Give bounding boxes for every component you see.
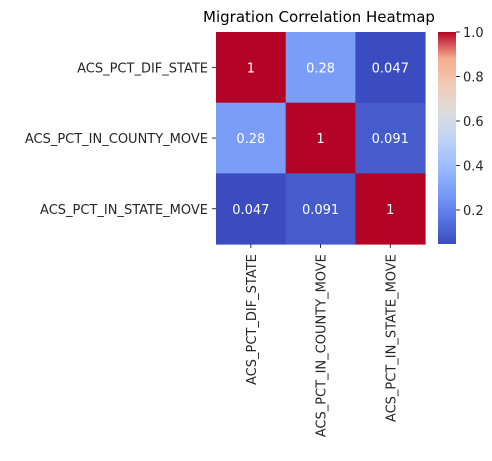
heatmap-cell-label-r1-c0: 0.28: [236, 132, 265, 147]
heatmap-cell-r2-c0: [216, 173, 287, 245]
heatmap-cell-labels: 1 0.28 0.047 0.28 1 0.091 0.047 0.091 1: [232, 61, 409, 217]
heatmap-cell-label-r0-c1: 0.28: [306, 61, 335, 76]
y-tick-label-0: ACS_PCT_DIF_STATE: [77, 61, 208, 76]
heatmap-cell-r0-c0: [216, 32, 287, 104]
heatmap-cells: [216, 32, 426, 245]
colorbar-tick-label-2: 0.6: [463, 115, 484, 130]
heatmap-cell-label-r1-c1: 1: [316, 132, 324, 147]
y-tick-label-1: ACS_PCT_IN_COUNTY_MOVE: [25, 132, 208, 147]
y-tick-label-2: ACS_PCT_IN_STATE_MOVE: [40, 203, 208, 218]
heatmap-cell-label-r0-c0: 1: [247, 61, 255, 76]
colorbar: [438, 32, 456, 244]
heatmap-cell-label-r2-c0: 0.047: [232, 203, 269, 218]
heatmap-cell-r1-c0: [216, 102, 287, 174]
heatmap-cell-r2-c1: [285, 173, 356, 245]
colorbar-tick-label-1: 0.4: [463, 159, 484, 174]
colorbar-tick-label-4: 1.0: [463, 26, 484, 41]
heatmap-cell-label-r2-c2: 1: [386, 203, 394, 218]
heatmap-cell-r0-c2: [355, 32, 426, 104]
x-tick-label-2: ACS_PCT_IN_STATE_MOVE: [384, 254, 399, 422]
heatmap-cell-r2-c2: [355, 173, 426, 245]
chart-title: Migration Correlation Heatmap: [203, 8, 435, 26]
x-tick-label-0: ACS_PCT_DIF_STATE: [245, 254, 260, 385]
heatmap-cell-label-r0-c2: 0.047: [372, 61, 409, 76]
y-tick-labels: ACS_PCT_DIF_STATE ACS_PCT_IN_COUNTY_MOVE A…: [25, 61, 216, 218]
x-tick-label-1: ACS_PCT_IN_COUNTY_MOVE: [315, 254, 330, 437]
colorbar-tick-label-3: 0.8: [463, 70, 484, 85]
heatmap-cell-r1-c1: [285, 102, 356, 174]
heatmap-cell-r1-c2: [355, 102, 426, 174]
heatmap-cell-label-r1-c2: 0.091: [372, 132, 409, 147]
colorbar-tick-label-0: 0.2: [463, 204, 484, 219]
heatmap-cell-r0-c1: [285, 32, 356, 104]
x-tick-labels: ACS_PCT_DIF_STATE ACS_PCT_IN_COUNTY_MOVE A…: [245, 244, 399, 437]
colorbar-ticks: 0.2 0.4 0.6 0.8 1.0: [456, 26, 484, 219]
heatmap-cell-label-r2-c1: 0.091: [302, 203, 339, 218]
